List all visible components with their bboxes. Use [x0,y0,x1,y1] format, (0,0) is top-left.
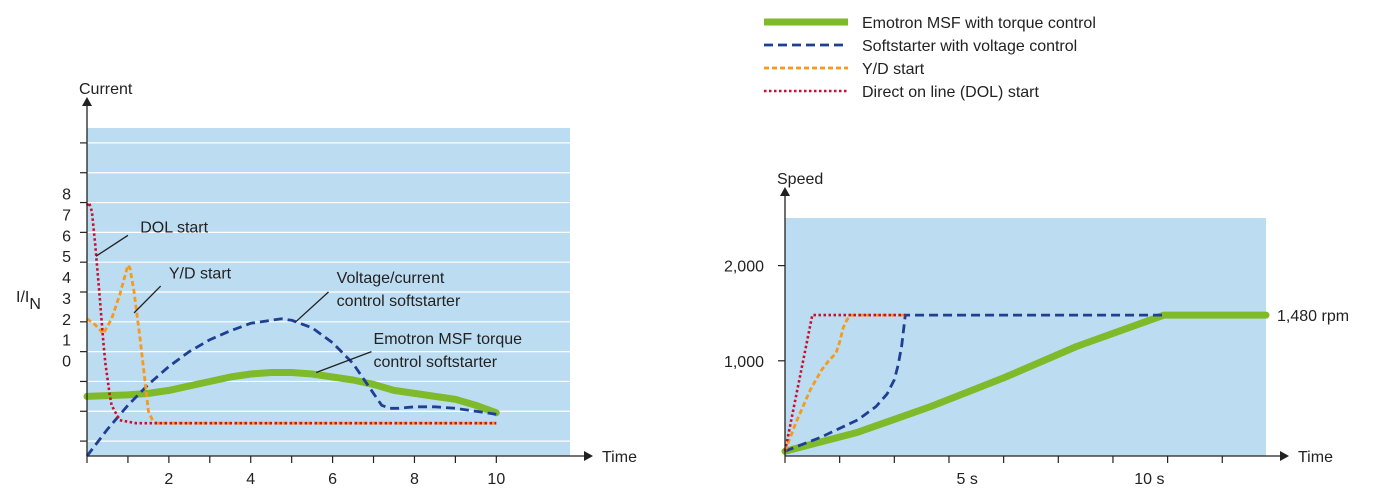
current-y-tick-label: 2 [62,312,71,329]
current-ratio-main: I/I [16,289,29,306]
current-x-tick-label: 10 [487,471,505,488]
legend-label-dol: Direct on line (DOL) start [862,84,1039,101]
current-series-dol [85,199,497,425]
current-x-tick-label: 2 [164,471,173,488]
current-y-tick-label: 1 [62,333,71,350]
speed-x-tick-label: 10 s [1134,471,1164,488]
current-y-axis-arrow [82,97,92,106]
speed-series-torque [781,311,1270,455]
current-annotation-label: control softstarter [374,354,498,371]
speed-x-axis-arrow [1280,451,1289,461]
current-annotation-label: Y/D start [169,266,232,283]
current-annotation-label: Emotron MSF torque [374,331,523,348]
current-annotation-label: DOL start [140,219,208,236]
current-series-voltage [85,317,497,457]
current-x-axis-arrow [584,451,593,461]
legend-label-yd: Y/D start [862,61,925,78]
current-y-tick-label: 4 [62,270,71,287]
current-y-tick-label: 0 [62,354,71,371]
legend-label-voltage: Softstarter with voltage control [862,38,1077,55]
current-ratio-sub: N [29,296,41,313]
legend-label-torque: Emotron MSF with torque control [862,15,1096,32]
current-y-tick-label: 6 [62,228,71,245]
current-y-tick-label: 5 [62,249,71,266]
current-annotation-pointer [95,234,129,257]
current-y-axis-title: Current [79,81,133,98]
current-annotation-pointer [315,351,372,374]
current-x-tick-label: 6 [328,471,337,488]
speed-y-tick-label: 1,000 [724,354,764,371]
speed-series-yd [783,313,906,452]
current-y-tick-label: 3 [62,291,71,308]
current-series-yd [86,262,497,425]
current-annotation-pointer [133,285,162,314]
speed-end-label: 1,480 rpm [1277,308,1349,325]
current-series-torque [83,369,500,417]
speed-y-axis-arrow [780,187,790,196]
speed-x-tick-label: 5 s [957,471,978,488]
current-annotation-label: control softstarter [337,293,461,310]
current-ratio-label: I/IN [16,289,41,313]
speed-y-axis-title: Speed [777,171,823,188]
speed-y-tick-label: 2,000 [724,259,764,276]
speed-plot-area [785,218,1266,456]
current-annotation-label: Voltage/current [337,270,445,287]
current-x-tick-label: 4 [246,471,255,488]
speed-series-dol [783,313,906,452]
speed-series-voltage [784,313,1164,453]
current-annotation-pointer [295,291,329,323]
current-y-tick-label: 8 [62,187,71,204]
current-x-tick-label: 8 [410,471,419,488]
speed-x-axis-title: Time [1298,449,1333,466]
current-x-axis-title: Time [602,449,637,466]
current-y-tick-label: 7 [62,207,71,224]
